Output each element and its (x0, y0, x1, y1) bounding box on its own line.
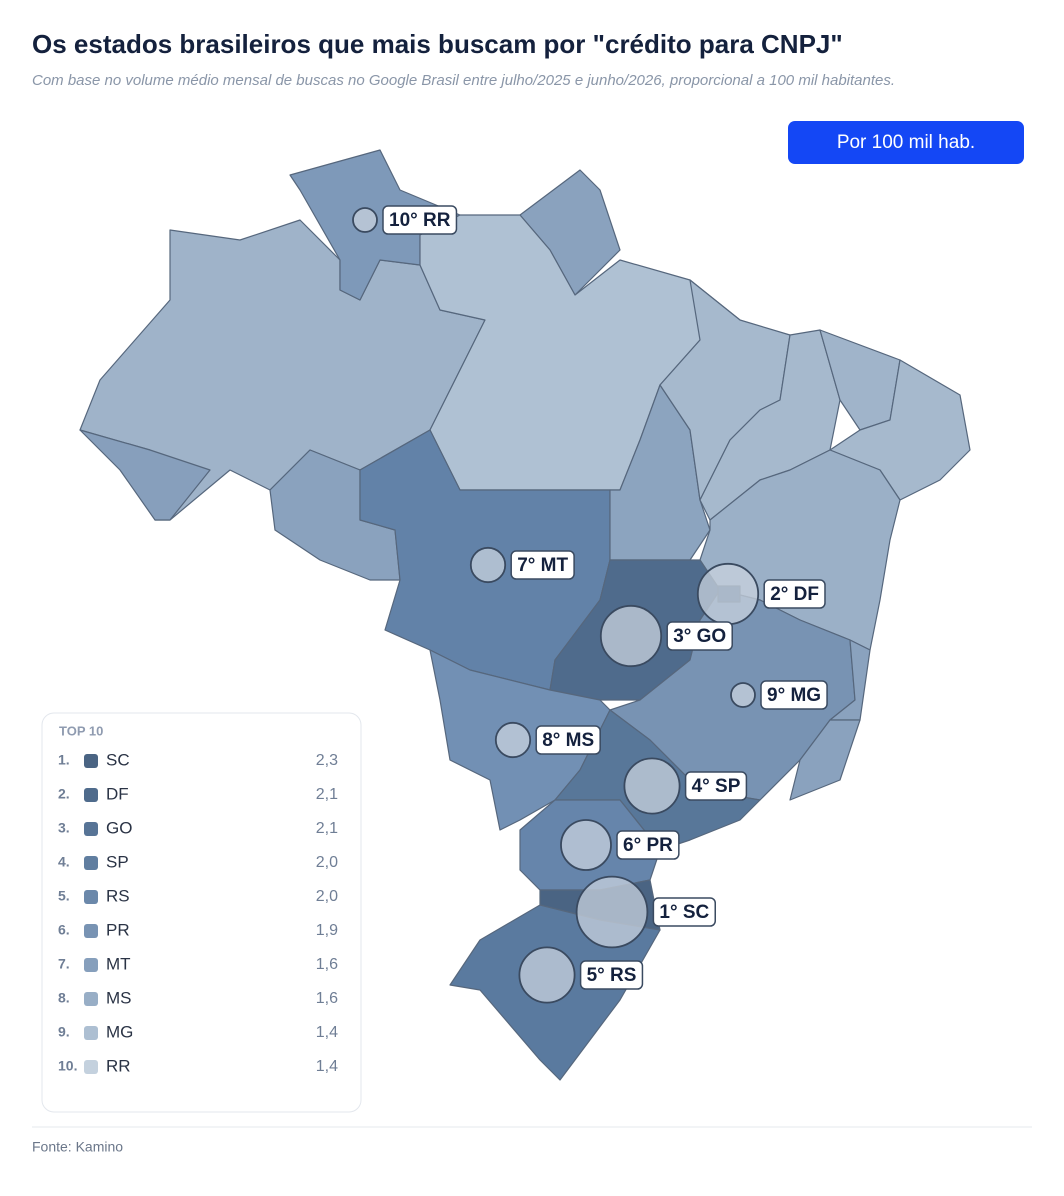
legend-swatch (84, 890, 98, 904)
legend-rank: 5. (58, 888, 70, 904)
legend-state: SC (106, 750, 130, 769)
legend-value: 2,0 (316, 854, 338, 871)
bubble-label: 7° MT (517, 555, 568, 576)
legend-value: 2,3 (316, 752, 338, 769)
legend-rank: 8. (58, 990, 70, 1006)
title: Os estados brasileiros que mais buscam p… (32, 29, 843, 59)
legend-value: 2,0 (316, 888, 338, 905)
bubble-label-box (579, 960, 644, 990)
legend-value: 1,6 (316, 990, 338, 1007)
bubble-label-box (652, 897, 716, 927)
bubble-label-box (666, 621, 733, 651)
bubble-label: 9° MG (767, 685, 821, 706)
bubble (352, 207, 378, 233)
legend-value: 1,6 (316, 956, 338, 973)
bubble (469, 546, 507, 584)
bubble-label-box (510, 550, 575, 580)
legend-rank: 1. (58, 752, 70, 768)
legend-value: 1,4 (316, 1058, 338, 1075)
legend-rank: 9. (58, 1024, 70, 1040)
bubble-label: 1° SC (659, 902, 709, 923)
legend-state: GO (106, 818, 132, 837)
legend-rank: 6. (58, 922, 70, 938)
bubble (575, 875, 649, 949)
legend-swatch (84, 788, 98, 802)
state-rj (789, 719, 861, 801)
bubble (518, 946, 576, 1004)
bubble (730, 682, 756, 708)
legend-rank: 3. (58, 820, 70, 836)
legend-state: PR (106, 920, 130, 939)
bubble-label: 2° DF (770, 584, 819, 605)
legend-rank: 2. (58, 786, 70, 802)
source: Fonte: Kamino (32, 1139, 123, 1155)
legend: 1. SC 2,3 2. DF 2,1 3. GO 2,1 4. SP 2,0 5. RS 2,0 6. PR 1… (58, 750, 338, 1075)
bubble-label-box (535, 725, 601, 755)
legend-state: MT (106, 954, 131, 973)
bubble (623, 757, 681, 815)
legend-value: 1,9 (316, 922, 338, 939)
legend-value: 2,1 (316, 820, 338, 837)
bubble-label: 6° PR (623, 835, 673, 856)
bubble-label: 4° SP (692, 776, 741, 797)
legend-swatch (84, 924, 98, 938)
bubble-label-box (763, 579, 826, 609)
bubble-label: 5° RS (587, 965, 637, 986)
legend-value: 2,1 (316, 786, 338, 803)
legend-box (41, 712, 362, 1113)
bubble-label: 3° GO (673, 626, 726, 647)
bubble-label-box (684, 771, 748, 801)
bubble-label: 10° RR (389, 210, 451, 231)
legend-state: RS (106, 886, 130, 905)
bubble (696, 562, 760, 626)
bubbles: 1° SC 2° DF 3° GO 4° SP 5° RS 6° PR 7° MT 8° MS… (352, 205, 828, 1004)
legend-rank: 7. (58, 956, 70, 972)
state-ac (79, 429, 211, 521)
legend-swatch (84, 822, 98, 836)
legend-swatch (84, 856, 98, 870)
legend-state: SP (106, 852, 129, 871)
bubble-label-box (616, 830, 680, 860)
subtitle: Com base no volume médio mensal de busca… (32, 72, 895, 89)
toggle-button[interactable] (788, 121, 1024, 164)
bubble (494, 721, 532, 759)
toggle-label[interactable]: Por 100 mil hab. (837, 132, 975, 153)
bubble (599, 604, 663, 668)
bubble-label-box (760, 680, 828, 710)
legend-swatch (84, 958, 98, 972)
bubble (560, 819, 612, 871)
legend-state: DF (106, 784, 129, 803)
bubble-label-box (382, 205, 458, 235)
legend-swatch (84, 754, 98, 768)
legend-swatch (84, 992, 98, 1006)
legend-state: RR (106, 1056, 131, 1075)
legend-value: 1,4 (316, 1024, 338, 1041)
bubble-label: 8° MS (542, 730, 594, 751)
legend-rank: 4. (58, 854, 70, 870)
legend-state: MS (106, 988, 132, 1007)
legend-swatch (84, 1060, 98, 1074)
brazil-map (79, 149, 971, 1081)
legend-title: TOP 10 (59, 723, 103, 738)
legend-rank: 10. (58, 1058, 77, 1074)
legend-swatch (84, 1026, 98, 1040)
legend-state: MG (106, 1022, 133, 1041)
